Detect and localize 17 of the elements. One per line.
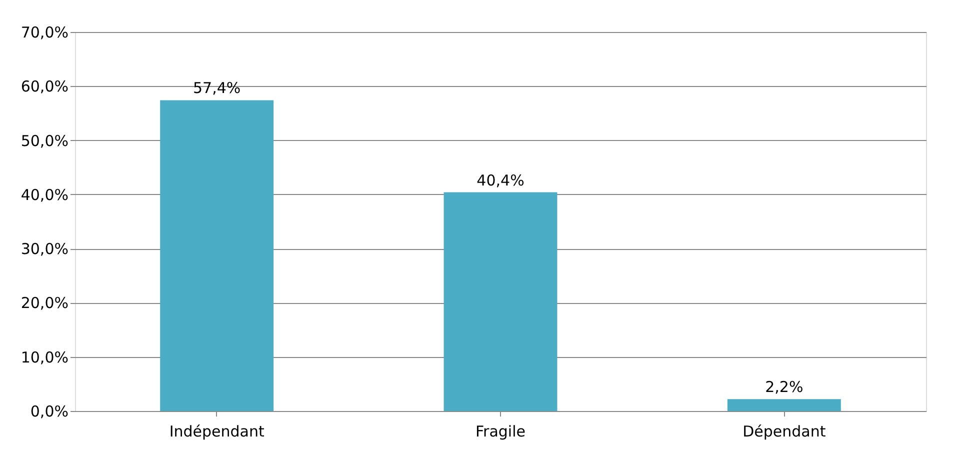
bar — [444, 192, 558, 411]
data-label: 2,2% — [765, 378, 804, 396]
y-tick-label: 70,0% — [20, 24, 68, 42]
data-label: 40,4% — [476, 171, 524, 190]
y-tick-label: 40,0% — [20, 186, 68, 204]
y-tick-label: 30,0% — [20, 240, 68, 258]
x-tick-label: Indépendant — [169, 422, 264, 440]
y-tick-label: 0,0% — [30, 402, 68, 420]
y-tick-label: 50,0% — [20, 132, 68, 150]
y-tick-label: 20,0% — [20, 294, 68, 312]
data-label: 57,4% — [193, 79, 241, 98]
y-tick-label: 60,0% — [20, 78, 68, 96]
x-tick-label: Fragile — [476, 422, 526, 440]
y-tick-label: 10,0% — [20, 348, 68, 366]
bar — [160, 100, 274, 411]
x-tick-label: Dépendant — [742, 422, 826, 440]
bar — [727, 399, 841, 411]
